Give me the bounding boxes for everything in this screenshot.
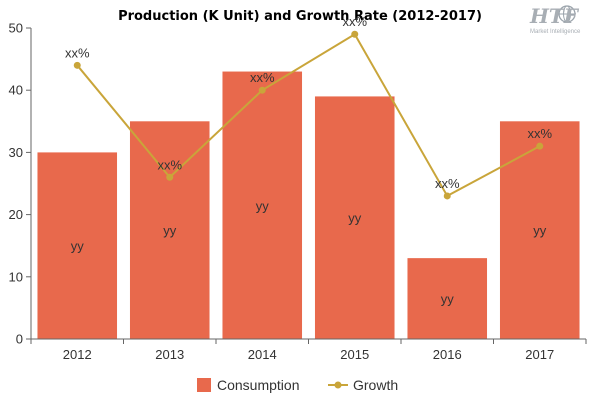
logo-text: HTF xyxy=(529,4,580,28)
x-tick-label: 2015 xyxy=(340,347,369,362)
bar-2015 xyxy=(314,96,395,339)
globe-icon xyxy=(558,5,576,23)
bar-label: yy xyxy=(533,223,547,238)
x-tick-label: 2016 xyxy=(433,347,462,362)
bar-label: yy xyxy=(71,239,85,254)
growth-point-2016 xyxy=(443,192,451,200)
x-tick-label: 2013 xyxy=(155,347,184,362)
growth-point-2015 xyxy=(351,30,359,38)
legend: Consumption Growth xyxy=(197,377,398,393)
growth-point-2012 xyxy=(73,61,81,69)
bar-label: yy xyxy=(256,198,270,213)
growth-point-2014 xyxy=(258,86,266,94)
logo-subtext: Market Intelligence xyxy=(530,29,581,35)
growth-label: xx% xyxy=(65,45,90,60)
bar-2017 xyxy=(499,121,580,339)
growth-point-2013 xyxy=(166,173,174,181)
x-tick-label: 2012 xyxy=(63,347,92,362)
growth-point-2017 xyxy=(536,142,544,150)
bar-2013 xyxy=(129,121,210,339)
y-tick-label: 10 xyxy=(9,269,23,284)
legend-swatch-growth-marker xyxy=(334,381,342,389)
y-tick-label: 20 xyxy=(9,207,23,222)
bar-label: yy xyxy=(163,223,177,238)
x-tick-label: 2017 xyxy=(525,347,554,362)
y-tick-label: 40 xyxy=(9,83,23,98)
bar-2012 xyxy=(37,152,118,339)
y-tick-label: 50 xyxy=(9,21,23,36)
y-tick-label: 30 xyxy=(9,145,23,160)
plot-area: 0 10 20 30 40 50 yy yy yy yy yy yy 2012 2013 2014 2015 2… xyxy=(9,14,587,362)
htf-logo: HTF Market Intelligence xyxy=(529,4,581,35)
bar-2016 xyxy=(407,258,488,339)
growth-label: xx% xyxy=(250,70,275,85)
legend-label-consumption: Consumption xyxy=(217,377,300,393)
chart-title: Production (K Unit) and Growth Rate (201… xyxy=(118,9,482,24)
legend-swatch-consumption xyxy=(197,378,211,392)
y-tick-label: 0 xyxy=(16,332,23,347)
growth-label: xx% xyxy=(527,126,552,141)
x-tick-label: 2014 xyxy=(248,347,277,362)
bar-label: yy xyxy=(441,292,455,307)
bar-label: yy xyxy=(348,211,362,226)
growth-label: xx% xyxy=(342,14,367,29)
growth-line xyxy=(76,32,541,198)
growth-label: xx% xyxy=(157,157,182,172)
legend-label-growth: Growth xyxy=(353,377,398,393)
growth-label: xx% xyxy=(435,176,460,191)
